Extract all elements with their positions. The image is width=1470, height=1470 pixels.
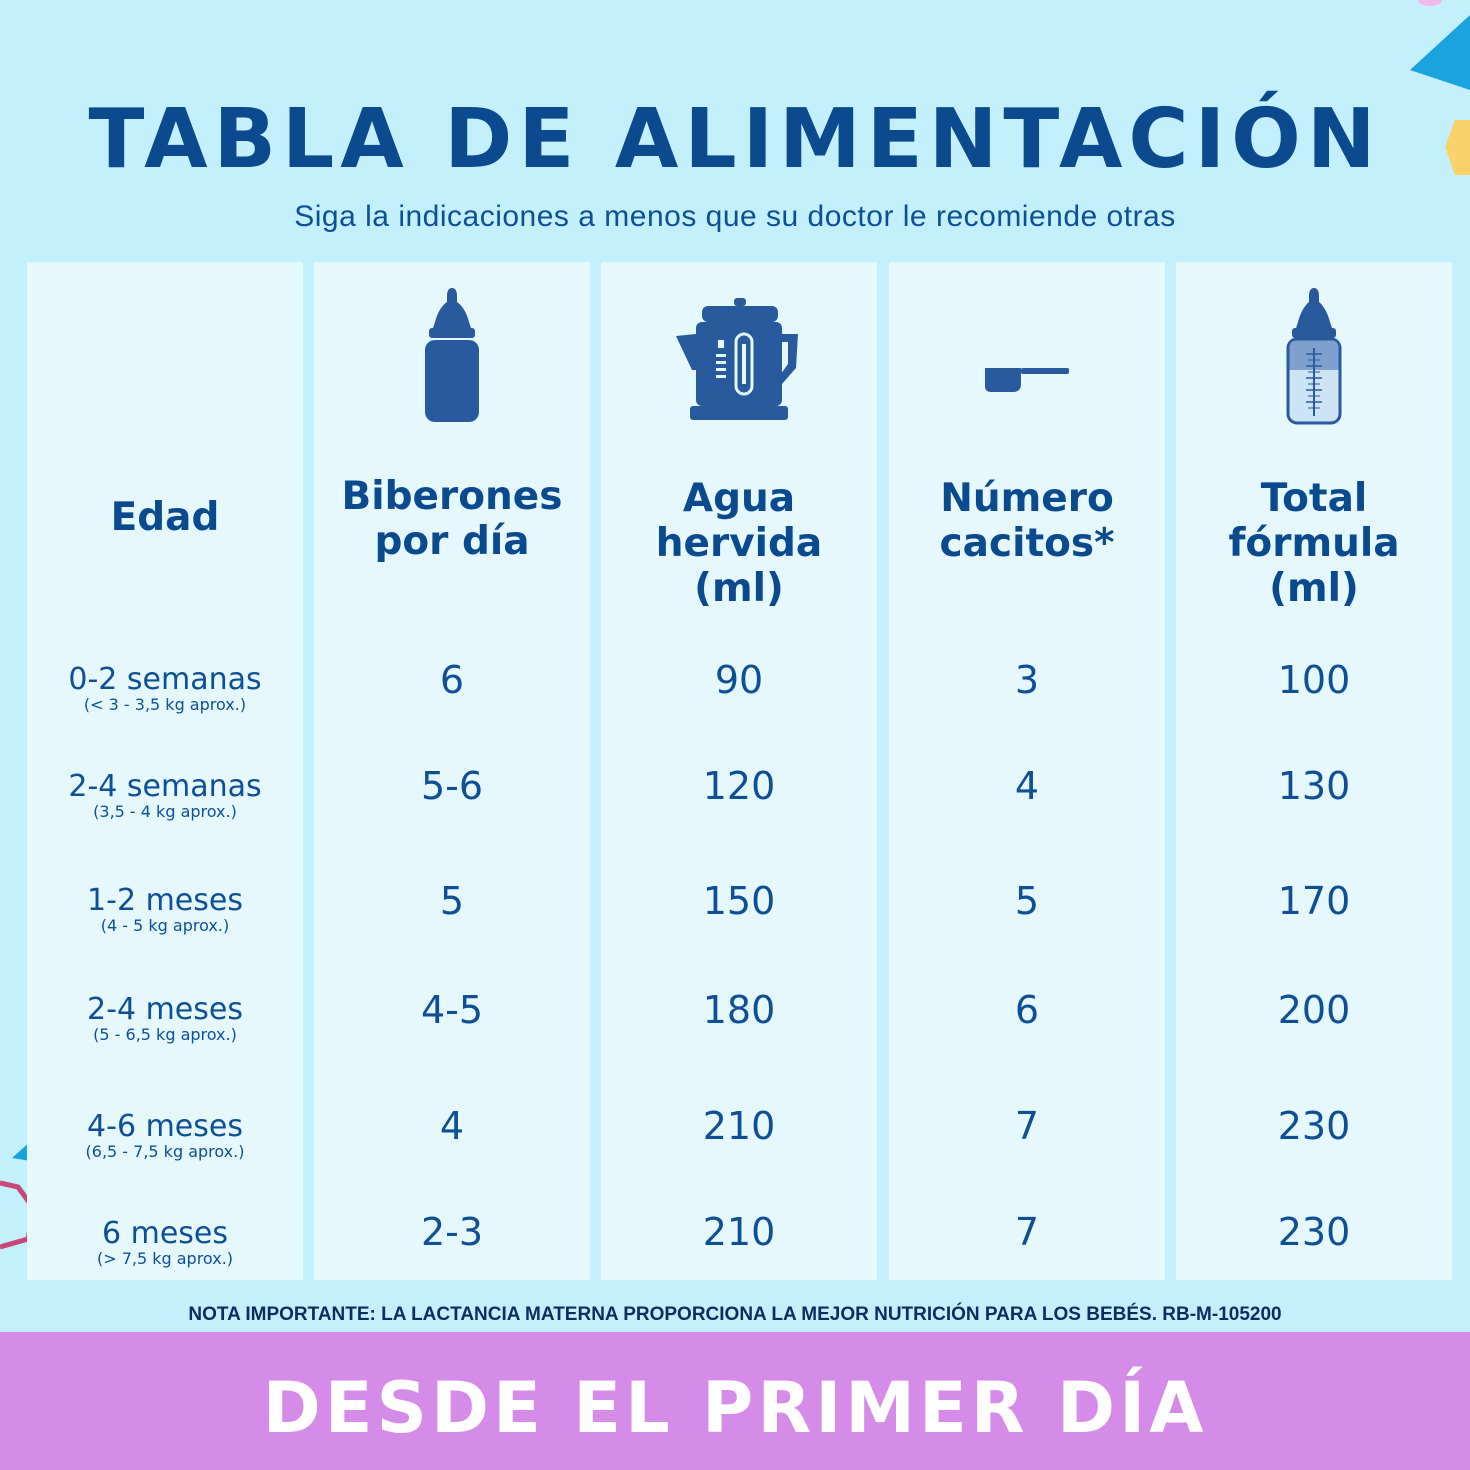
column-total: Total fórmula (ml) 100 130 170 200 230 2… (1176, 262, 1452, 1280)
bottles-cell: 2-3 (420, 1210, 484, 1254)
header-line: cacitos* (939, 521, 1115, 566)
scoops-cell: 4 (1014, 764, 1040, 808)
kettle-icon (601, 296, 877, 422)
bottles-cell: 4 (439, 1104, 465, 1148)
total-cell: 170 (1277, 879, 1351, 923)
total-cell: 100 (1277, 658, 1351, 702)
weight-label: (< 3 - 3,5 kg aprox.) (83, 695, 247, 714)
total-cell: 230 (1277, 1104, 1351, 1148)
decor-dot-top-right (1418, 0, 1442, 6)
header-line: por día (374, 519, 530, 564)
total-cell: 230 (1277, 1210, 1351, 1254)
age-label: 2-4 meses (87, 992, 243, 1027)
banner-text: DESDE EL PRIMER DÍA (262, 1367, 1208, 1449)
age-cell: 2-4 meses (5 - 6,5 kg aprox.) (27, 994, 303, 1044)
decor-triangle-top-right (1410, 15, 1470, 90)
scoops-cell: 5 (1014, 879, 1040, 923)
total-cell: 130 (1277, 764, 1351, 808)
age-label: 0-2 semanas (68, 662, 262, 697)
weight-label: (6,5 - 7,5 kg aprox.) (85, 1142, 245, 1161)
age-cell: 4-6 meses (6,5 - 7,5 kg aprox.) (27, 1111, 303, 1161)
bottles-cell: 4-5 (420, 988, 484, 1032)
age-label: 6 meses (101, 1216, 229, 1251)
column-age: Edad 0-2 semanas (< 3 - 3,5 kg aprox.) 2… (27, 262, 303, 1280)
age-label: 4-6 meses (87, 1109, 243, 1144)
header-line: Total (1260, 476, 1368, 521)
water-cell: 150 (702, 879, 776, 923)
age-cell: 0-2 semanas (< 3 - 3,5 kg aprox.) (27, 664, 303, 714)
column-header-age: Edad (110, 495, 220, 540)
bottles-cell: 6 (439, 658, 465, 702)
header-line: Biberones (341, 474, 563, 519)
age-label: 2-4 semanas (68, 769, 262, 804)
water-cell: 180 (702, 988, 776, 1032)
scoops-cell: 6 (1014, 988, 1040, 1032)
scoop-icon (889, 364, 1165, 394)
header-line: hervida (655, 521, 823, 566)
column-bottles: Biberones por día 6 5-6 5 4-5 4 2-3 (314, 262, 590, 1280)
measuring-bottle-icon (1176, 286, 1452, 426)
scoops-cell: 7 (1014, 1210, 1040, 1254)
baby-bottle-icon (314, 286, 590, 424)
header-line: fórmula (1228, 521, 1400, 566)
weight-label: (4 - 5 kg aprox.) (100, 916, 230, 935)
column-header-scoops: Número cacitos* (889, 476, 1165, 566)
water-cell: 120 (702, 764, 776, 808)
weight-label: (3,5 - 4 kg aprox.) (93, 802, 237, 821)
bottom-banner: DESDE EL PRIMER DÍA (0, 1332, 1470, 1470)
water-cell: 210 (702, 1210, 776, 1254)
bottles-cell: 5-6 (420, 764, 484, 808)
header-line: Agua (682, 476, 796, 521)
weight-label: (5 - 6,5 kg aprox.) (93, 1025, 237, 1044)
page-subtitle: Siga la indicaciones a menos que su doct… (294, 200, 1176, 233)
column-header-bottles: Biberones por día (314, 474, 590, 564)
scoops-cell: 7 (1014, 1104, 1040, 1148)
decor-hexagon-right (1445, 120, 1470, 175)
age-cell: 6 meses (> 7,5 kg aprox.) (27, 1218, 303, 1268)
header-line: (ml) (694, 566, 784, 611)
scoops-cell: 3 (1014, 658, 1040, 702)
age-cell: 1-2 meses (4 - 5 kg aprox.) (27, 885, 303, 935)
column-scoops: Número cacitos* 3 4 5 6 7 7 (889, 262, 1165, 1280)
header-line: Número (940, 476, 1114, 521)
weight-label: (> 7,5 kg aprox.) (96, 1249, 234, 1268)
important-note: NOTA IMPORTANTE: LA LACTANCIA MATERNA PR… (188, 1304, 1282, 1325)
age-label: 1-2 meses (87, 883, 243, 918)
column-header-total: Total fórmula (ml) (1176, 476, 1452, 611)
age-cell: 2-4 semanas (3,5 - 4 kg aprox.) (27, 771, 303, 821)
bottles-cell: 5 (439, 879, 465, 923)
column-water: Agua hervida (ml) 90 120 150 180 210 210 (601, 262, 877, 1280)
header-line: (ml) (1269, 566, 1359, 611)
total-cell: 200 (1277, 988, 1351, 1032)
column-header-water: Agua hervida (ml) (601, 476, 877, 611)
water-cell: 210 (702, 1104, 776, 1148)
page-title: TABLA DE ALIMENTACIÓN (88, 92, 1382, 187)
water-cell: 90 (714, 658, 764, 702)
